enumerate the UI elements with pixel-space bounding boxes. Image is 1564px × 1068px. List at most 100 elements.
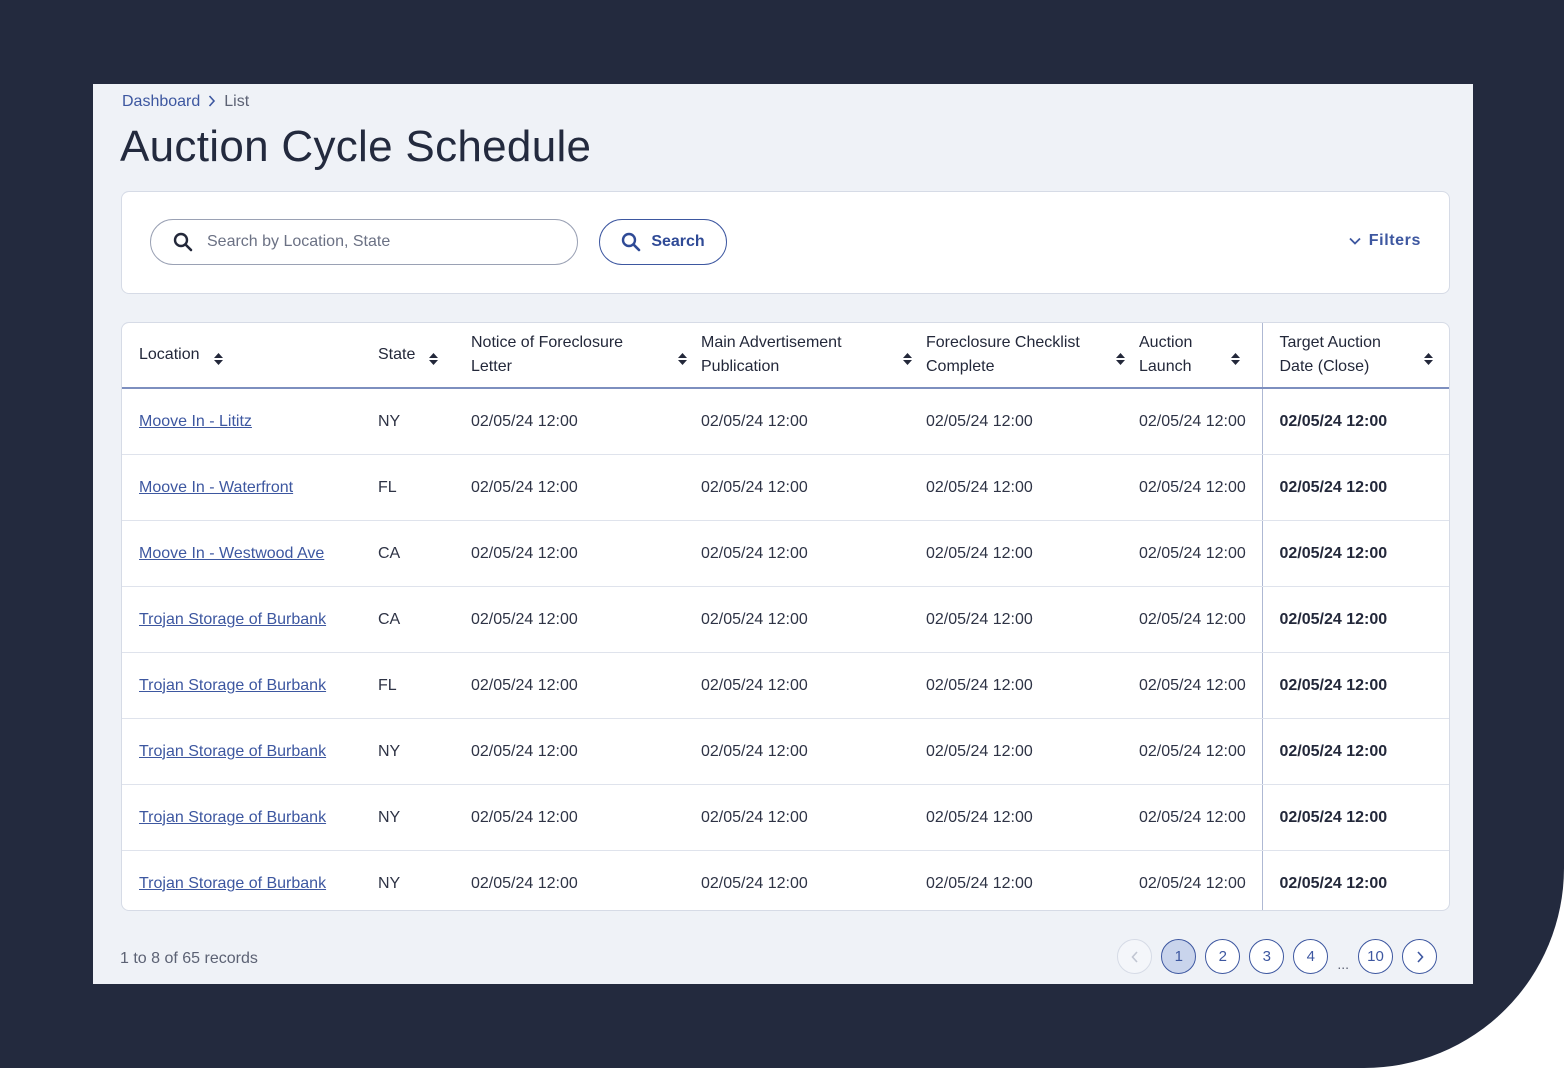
state-cell: CA bbox=[378, 520, 471, 587]
column-header-main-ad[interactable]: Main Advertisement Publication bbox=[701, 323, 926, 389]
column-header-label: Notice of Foreclosure Letter bbox=[471, 334, 624, 375]
checklist-cell: 02/05/24 12:00 bbox=[926, 652, 1139, 719]
page-button-4[interactable]: 4 bbox=[1293, 939, 1329, 974]
page-title: Auction Cycle Schedule bbox=[120, 122, 592, 171]
main-ad-cell: 02/05/24 12:00 bbox=[701, 874, 808, 892]
table-row: Trojan Storage of Burbank FL 02/05/24 12… bbox=[122, 652, 1449, 719]
main-ad-cell: 02/05/24 12:00 bbox=[701, 718, 926, 785]
page-button-3[interactable]: 3 bbox=[1249, 939, 1285, 974]
sort-icon[interactable] bbox=[429, 349, 439, 365]
notice-cell: 02/05/24 12:00 bbox=[471, 652, 701, 719]
target-date-cell: 02/05/24 12:00 bbox=[1261, 520, 1449, 587]
column-header-label: Foreclosure Checklist Complete bbox=[926, 334, 1080, 375]
main-panel: Dashboard List Auction Cycle Schedule Se… bbox=[93, 84, 1473, 984]
state-cell: NY bbox=[378, 784, 471, 851]
column-header-target[interactable]: Target Auction Date (Close) bbox=[1261, 323, 1449, 389]
launch-cell: 02/05/24 12:00 bbox=[1139, 454, 1262, 521]
sort-icon[interactable] bbox=[1230, 349, 1240, 365]
notice-cell: 02/05/24 12:00 bbox=[471, 874, 578, 892]
breadcrumb-dashboard-link[interactable]: Dashboard bbox=[122, 93, 201, 110]
table-row: Trojan Storage of Burbank NY 02/05/24 12… bbox=[122, 718, 1449, 785]
launch-cell: 02/05/24 12:00 bbox=[1139, 586, 1262, 653]
sort-icon[interactable] bbox=[1424, 349, 1433, 365]
sort-icon[interactable] bbox=[1116, 349, 1125, 365]
location-link[interactable]: Trojan Storage of Burbank bbox=[139, 808, 327, 826]
table-row: Trojan Storage of Burbank NY 02/05/24 12… bbox=[122, 784, 1449, 851]
search-button[interactable]: Search bbox=[599, 219, 727, 265]
next-page-button[interactable] bbox=[1402, 939, 1437, 974]
search-card: Search Filters bbox=[121, 191, 1450, 294]
main-ad-cell: 02/05/24 12:00 bbox=[701, 454, 926, 521]
state-cell: NY bbox=[378, 718, 471, 785]
column-header-launch[interactable]: Auction Launch bbox=[1139, 323, 1262, 389]
sort-icon[interactable] bbox=[213, 349, 223, 365]
notice-cell: 02/05/24 12:00 bbox=[471, 388, 701, 455]
chevron-left-icon bbox=[1131, 950, 1138, 963]
search-field[interactable] bbox=[150, 219, 578, 265]
table-row: Moove In - Westwood Ave CA 02/05/24 12:0… bbox=[122, 520, 1449, 587]
column-header-label: Auction Launch bbox=[1139, 334, 1193, 375]
search-button-label: Search bbox=[651, 233, 705, 250]
page-button-2[interactable]: 2 bbox=[1205, 939, 1241, 974]
state-cell: NY bbox=[378, 874, 401, 892]
target-date-cell: 02/05/24 12:00 bbox=[1261, 652, 1449, 719]
location-link[interactable]: Moove In - Lititz bbox=[139, 412, 252, 430]
main-ad-cell: 02/05/24 12:00 bbox=[701, 784, 926, 851]
search-input[interactable] bbox=[205, 232, 569, 252]
chevron-right-icon bbox=[1416, 950, 1424, 963]
table-row: Moove In - Lititz NY 02/05/24 12:00 02/0… bbox=[122, 388, 1449, 455]
column-header-label: State bbox=[378, 346, 416, 363]
launch-cell: 02/05/24 12:00 bbox=[1139, 520, 1262, 587]
state-cell: FL bbox=[378, 652, 471, 719]
state-cell: CA bbox=[378, 586, 471, 653]
column-header-state[interactable]: State bbox=[378, 323, 471, 389]
page-button-1[interactable]: 1 bbox=[1161, 939, 1197, 974]
column-header-checklist[interactable]: Foreclosure Checklist Complete bbox=[926, 323, 1139, 389]
records-count: 1 to 8 of 65 records bbox=[120, 950, 258, 967]
checklist-cell: 02/05/24 12:00 bbox=[926, 454, 1139, 521]
location-link[interactable]: Trojan Storage of Burbank bbox=[139, 676, 327, 694]
notice-cell: 02/05/24 12:00 bbox=[471, 784, 701, 851]
launch-cell: 02/05/24 12:00 bbox=[1139, 784, 1262, 851]
location-link[interactable]: Moove In - Waterfront bbox=[139, 478, 294, 496]
target-date-cell: 02/05/24 12:00 bbox=[1261, 784, 1449, 851]
checklist-cell: 02/05/24 12:00 bbox=[926, 718, 1139, 785]
main-ad-cell: 02/05/24 12:00 bbox=[701, 388, 926, 455]
notice-cell: 02/05/24 12:00 bbox=[471, 520, 701, 587]
launch-cell: 02/05/24 12:00 bbox=[1139, 874, 1246, 892]
table-row: Moove In - Waterfront FL 02/05/24 12:00 … bbox=[122, 454, 1449, 521]
checklist-cell: 02/05/24 12:00 bbox=[926, 520, 1139, 587]
main-ad-cell: 02/05/24 12:00 bbox=[701, 652, 926, 719]
column-header-label: Main Advertisement Publication bbox=[701, 334, 842, 375]
target-date-cell: 02/05/24 12:00 bbox=[1261, 718, 1449, 785]
chevron-right-icon bbox=[208, 94, 216, 110]
prev-page-button[interactable] bbox=[1117, 939, 1153, 974]
schedule-table-card: Location State Notice of Foreclosure Let… bbox=[121, 322, 1450, 911]
column-header-label: Location bbox=[139, 346, 200, 363]
location-link[interactable]: Trojan Storage of Burbank bbox=[139, 874, 327, 892]
location-link[interactable]: Trojan Storage of Burbank bbox=[139, 610, 327, 628]
chevron-down-icon bbox=[1349, 237, 1361, 245]
column-header-notice[interactable]: Notice of Foreclosure Letter bbox=[471, 323, 701, 389]
search-icon bbox=[173, 232, 193, 252]
schedule-table: Location State Notice of Foreclosure Let… bbox=[122, 323, 1449, 910]
pagination-ellipsis: ... bbox=[1337, 956, 1349, 972]
notice-cell: 02/05/24 12:00 bbox=[471, 718, 701, 785]
table-row: Trojan Storage of Burbank NY 02/05/24 12… bbox=[122, 850, 1449, 910]
column-header-location[interactable]: Location bbox=[122, 323, 378, 389]
sort-icon[interactable] bbox=[903, 349, 912, 365]
location-link[interactable]: Trojan Storage of Burbank bbox=[139, 742, 327, 760]
target-date-cell: 02/05/24 12:00 bbox=[1261, 586, 1449, 653]
checklist-cell: 02/05/24 12:00 bbox=[926, 874, 1033, 892]
sort-icon[interactable] bbox=[678, 349, 687, 365]
breadcrumb: Dashboard List bbox=[122, 93, 249, 111]
launch-cell: 02/05/24 12:00 bbox=[1139, 652, 1262, 719]
checklist-cell: 02/05/24 12:00 bbox=[926, 784, 1139, 851]
page-button-10[interactable]: 10 bbox=[1358, 939, 1393, 974]
filters-toggle[interactable]: Filters bbox=[1349, 232, 1421, 250]
location-link[interactable]: Moove In - Westwood Ave bbox=[139, 544, 325, 562]
search-icon bbox=[622, 232, 641, 252]
notice-cell: 02/05/24 12:00 bbox=[471, 454, 701, 521]
pagination: 1 2 3 4 ... 10 bbox=[1117, 939, 1437, 974]
launch-cell: 02/05/24 12:00 bbox=[1139, 718, 1262, 785]
